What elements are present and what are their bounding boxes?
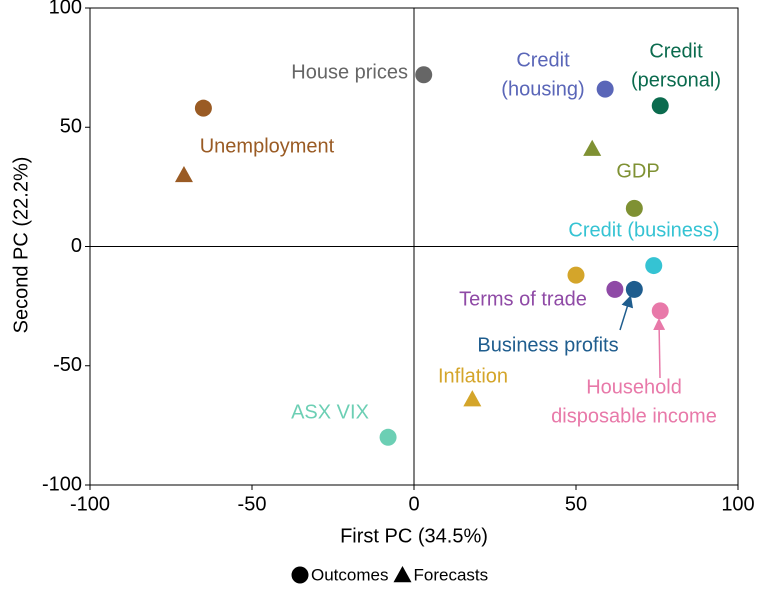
y-tick-label: 50 [60,116,82,138]
point [625,199,643,217]
point [645,257,663,275]
legend-label: Outcomes [311,565,388,584]
annotation: Inflation [438,365,508,387]
annotation: GDP [616,160,659,182]
arrow [619,295,634,331]
annotation: House prices [291,61,408,83]
x-tick-label: -100 [70,493,110,515]
annotation: Credit [516,49,570,71]
point [463,390,482,407]
annotation: ASX VIX [291,401,369,423]
annotation: (housing) [501,78,584,100]
x-tick-label: 100 [721,493,754,515]
legend-label: Forecasts [413,565,488,584]
point [651,302,669,320]
y-tick-label: -100 [42,473,82,495]
legend-marker [291,566,309,584]
y-axis-label: Second PC (22.2%) [10,157,32,334]
point [379,428,397,446]
y-tick-label: 100 [49,0,82,18]
annotation: Business profits [477,334,618,356]
annotation: Unemployment [200,135,335,157]
point [625,280,643,298]
annotation: Credit [649,40,703,62]
arrow [653,318,666,379]
x-tick-label: 0 [408,493,419,515]
point [651,97,669,115]
y-tick-label: 0 [71,235,82,257]
y-tick-label: -50 [53,354,82,376]
annotation: (personal) [631,69,721,91]
x-tick-label: 50 [565,493,587,515]
annotation: Household [586,376,682,398]
x-tick-label: -50 [238,493,267,515]
point [194,99,212,117]
annotation: disposable income [551,405,717,427]
point [415,66,433,84]
point [596,80,614,98]
legend-marker [393,566,412,583]
annotation: Terms of trade [459,288,587,310]
point [174,165,193,183]
point [567,266,585,284]
x-axis-label: First PC (34.5%) [340,525,488,547]
point [606,280,624,298]
point [583,139,602,156]
annotation: Credit (business) [568,219,719,241]
